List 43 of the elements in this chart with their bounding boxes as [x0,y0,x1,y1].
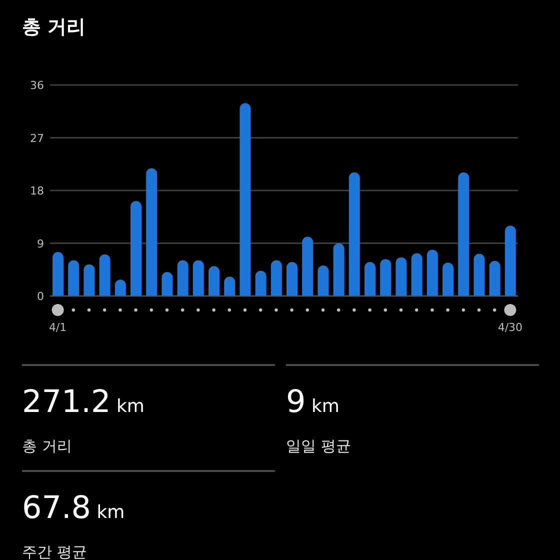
x-tick-label: 4/1 [48,321,67,334]
text: 9 km [286,384,340,420]
text: 총 거리 [22,437,73,455]
text: 271.2 km [22,384,144,420]
bar [474,254,485,296]
y-tick-label: 18 [30,184,44,198]
bar [302,236,314,296]
bar [270,260,282,296]
bar [458,172,470,296]
bar [99,254,110,296]
text: 67.8 km [22,490,125,526]
text: 일일 평균 [286,437,352,455]
bar [348,172,360,296]
bar [84,264,95,296]
y-tick-label: 9 [37,237,44,250]
bar [380,259,392,296]
bar [146,168,158,296]
bar [177,260,188,296]
bar [411,253,422,296]
bar [396,257,407,296]
bar [364,262,376,296]
chart-title: 총 거리 [22,15,86,40]
bar [130,201,142,296]
bar [504,226,516,296]
bar [333,243,344,296]
bar [318,266,329,296]
bar [192,260,204,296]
bar [426,250,438,296]
bar [208,266,220,296]
bar [52,252,64,296]
x-tick-label: 4/30 [498,321,523,334]
bar [240,103,251,296]
bar [68,260,80,296]
bar [442,262,454,296]
bar [255,270,266,296]
y-tick-label: 27 [30,132,44,145]
y-tick-label: 0 [37,290,44,303]
bar [489,260,500,296]
y-tick-label: 36 [30,79,44,92]
bar [224,276,236,296]
text: 주간 평균 [22,543,88,560]
bar [286,262,298,296]
bar [162,272,173,296]
